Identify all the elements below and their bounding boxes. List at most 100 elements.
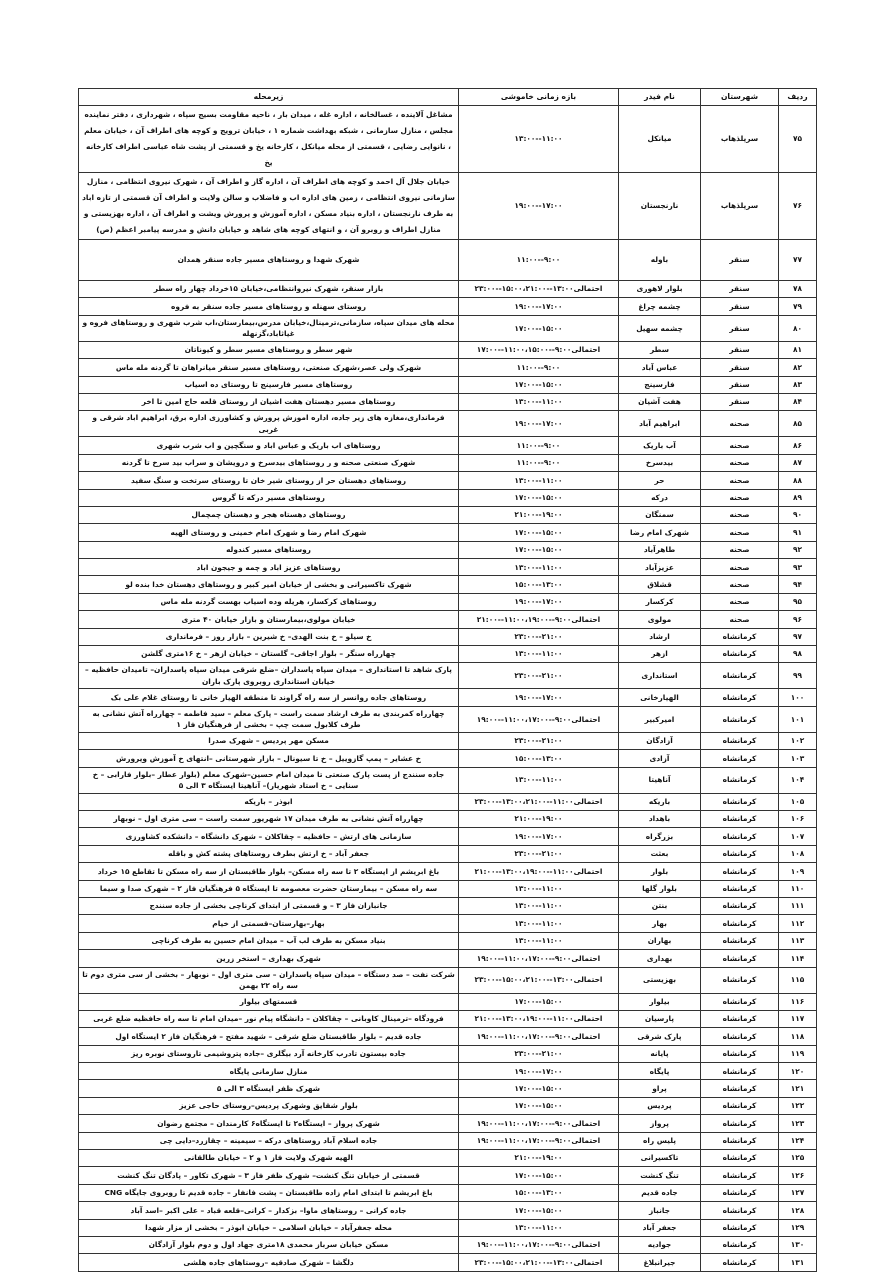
cell-row-number: ۱۲۱: [778, 1079, 817, 1098]
table-row: ۱۱۵ کرمانشاه بهزیستی احتمالی۱۳:۰۰--۱۵:۰۰،۲۱…: [78, 966, 817, 994]
cell-feeder-name: تنگ کنشت: [618, 1166, 701, 1185]
cell-outage-time: ۱۱:۰۰--۱۳:۰۰: [458, 896, 619, 916]
cell-county: کرمانشاه: [700, 1114, 779, 1133]
cell-row-number: ۱۱۵: [778, 966, 817, 994]
cell-sub-area: دلگشا – شهرک صادقیه –روستاهای جاده هلشی: [78, 1253, 459, 1272]
cell-county: کرمانشاه: [700, 1096, 779, 1116]
cell-outage-time: ۱۷:۰۰--۱۹:۰۰: [458, 1062, 619, 1081]
cell-row-number: ۸۰: [778, 314, 817, 342]
cell-county: کرمانشاه: [700, 992, 779, 1011]
cell-outage-time: ۱۷:۰۰--۱۹:۰۰: [458, 688, 619, 707]
cell-feeder-name: پارسیان: [618, 1009, 701, 1029]
table-row: ۱۰۵ کرمانشاه باریکه احتمالی۱۱:۰۰--۱۳:۰۰،۲۱:…: [78, 792, 817, 811]
cell-feeder-name: بلوار: [618, 862, 701, 881]
cell-row-number: ۹۰: [778, 505, 817, 525]
cell-sub-area: روستاهای دهستان حر از روستای شیر خان تا …: [78, 471, 459, 490]
cell-sub-area: روستای سهنله و روستاهای مسیر جاده سنقر ب…: [78, 297, 459, 316]
cell-outage-time: ۱۵:۰۰--۱۷:۰۰: [458, 314, 619, 342]
cell-row-number: ۹۵: [778, 592, 817, 612]
cell-feeder-name: مولوی: [618, 610, 701, 629]
cell-outage-time: ۱۹:۰۰--۲۱:۰۰: [458, 1149, 619, 1168]
cell-feeder-name: سطر: [618, 340, 701, 360]
table-row: ۸۰ سنقر چشمه سهیل ۱۵:۰۰--۱۷:۰۰ محله های میدا…: [78, 314, 817, 342]
cell-county: کرمانشاه: [700, 1253, 779, 1272]
cell-sub-area: قسمتی از خیابان تنگ کنشت– شهرک ظفر فاز ۳…: [78, 1166, 459, 1185]
cell-outage-time: ۱۹:۰۰--۲۱:۰۰: [458, 809, 619, 829]
table-row: ۱۰۳ کرمانشاه آزادی ۱۳:۰۰--۱۵:۰۰ خ عشایر – پم…: [78, 749, 817, 768]
cell-feeder-name: بلوار لاهوری: [618, 279, 701, 299]
table-row: ۹۸ کرمانشاه ازهر ۱۱:۰۰--۱۳:۰۰ چهارراه سنگر –…: [78, 645, 817, 664]
cell-outage-time: ۱۱:۰۰--۱۳:۰۰: [458, 105, 619, 173]
cell-outage-time: ۹:۰۰--۱۱:۰۰: [458, 436, 619, 455]
cell-sub-area: روستاهای مسیر دهستان هفت اشیان از روستای…: [78, 392, 459, 412]
cell-county: کرمانشاه: [700, 879, 779, 898]
cell-sub-area: شرکت نفت – صد دستگاه – میدان سپاه پاسدار…: [78, 966, 459, 994]
cell-row-number: ۱۲۵: [778, 1149, 817, 1168]
cell-sub-area: مشاغل آلاینده ، غسالخانه ، اداره غله ، م…: [78, 105, 459, 173]
cell-row-number: ۱۳۰: [778, 1235, 817, 1255]
cell-row-number: ۸۸: [778, 471, 817, 490]
table-row: ۱۰۴ کرمانشاه آناهیتا ۱۱:۰۰--۱۳:۰۰ جاده سنندج…: [78, 766, 817, 794]
cell-sub-area: جاده سنندج از پست پارک صنعتی تا میدان ام…: [78, 766, 459, 794]
cell-outage-time: ۲۱:۰۰--۲۳:۰۰: [458, 731, 619, 751]
header-feeder-name: نام فیدر: [618, 88, 701, 106]
table-row: ۸۴ سنقر هفت آشیان ۱۱:۰۰--۱۳:۰۰ روستاهای مسیر…: [78, 392, 817, 412]
cell-county: کرمانشاه: [700, 688, 779, 707]
table-row: ۱۲۳ کرمانشاه پرواز احتمالی۹:۰۰--۱۱:۰۰،۱۷:۰۰…: [78, 1114, 817, 1133]
header-outage-time: بازه زمانی خاموشی: [458, 88, 619, 106]
cell-county: کرمانشاه: [700, 645, 779, 664]
cell-county: صحنه: [700, 610, 779, 629]
cell-feeder-name: پایگاه: [618, 1062, 701, 1081]
cell-feeder-name: طاهرآباد: [618, 540, 701, 560]
table-row: ۹۶ صحنه مولوی احتمالی۹:۰۰--۱۱:۰۰،۱۹:۰۰--۲۱:…: [78, 610, 817, 629]
cell-outage-time: ۱۱:۰۰--۱۳:۰۰: [458, 766, 619, 794]
cell-county: سرپلذهاب: [700, 172, 779, 240]
table-row: ۱۱۹ کرمانشاه پایانه ۲۱:۰۰--۲۳:۰۰ جاده بیستون…: [78, 1044, 817, 1064]
table-row: ۹۴ صحنه قشلاق ۱۳:۰۰--۱۵:۰۰ شهرک تاکسیرانی و …: [78, 575, 817, 594]
cell-row-number: ۹۹: [778, 662, 817, 690]
table-row: ۸۹ صحنه درکه ۱۵:۰۰--۱۷:۰۰ روستاهای مسیر درکه…: [78, 488, 817, 507]
table-row: ۸۸ صحنه حر ۱۱:۰۰--۱۳:۰۰ روستاهای دهستان حر ا…: [78, 471, 817, 490]
table-row: ۱۲۹ کرمانشاه جعفر آباد ۱۱:۰۰--۱۳:۰۰ محله جعف…: [78, 1218, 817, 1237]
table-row: ۱۱۸ کرمانشاه پارک شرقی احتمالی۹:۰۰--۱۱:۰۰،۱…: [78, 1027, 817, 1046]
table-row: ۱۲۴ کرمانشاه پلیس راه احتمالی۹:۰۰--۱۱:۰۰،۱۷…: [78, 1131, 817, 1151]
table-row: ۱۱۲ کرمانشاه بهار ۱۱:۰۰--۱۳:۰۰ بهار–بهارستان…: [78, 914, 817, 933]
cell-row-number: ۸۱: [778, 340, 817, 360]
outage-schedule-table: ردیف شهرستان نام فیدر بازه زمانی خاموشی …: [78, 88, 817, 1272]
cell-sub-area: سه راه مسکن – بیمارستان حضرت معصومه تا ا…: [78, 879, 459, 898]
table-row: ۹۹ کرمانشاه استانداری ۲۱:۰۰--۲۳:۰۰ پارک شاهد…: [78, 662, 817, 690]
cell-county: کرمانشاه: [700, 1044, 779, 1064]
cell-county: کرمانشاه: [700, 1062, 779, 1081]
cell-feeder-name: جوادیه: [618, 1235, 701, 1255]
cell-row-number: ۱۲۶: [778, 1166, 817, 1185]
cell-outage-time: احتمالی۱۱:۰۰--۱۳:۰۰،۱۹:۰۰--۲۱:۰۰: [458, 1009, 619, 1029]
cell-feeder-name: بلوار گلها: [618, 879, 701, 898]
cell-feeder-name: نارنجستان: [618, 172, 701, 240]
cell-outage-time: ۱۷:۰۰--۱۹:۰۰: [458, 172, 619, 240]
cell-feeder-name: جاده قدیم: [618, 1183, 701, 1203]
cell-county: صحنه: [700, 558, 779, 577]
cell-feeder-name: ابراهیم آباد: [618, 410, 701, 438]
cell-sub-area: باغ ابریشم تا ابتدای امام زاده طاقبستان …: [78, 1183, 459, 1203]
cell-row-number: ۱۱۴: [778, 949, 817, 968]
cell-sub-area: روستاهای دهستاه هجر و دهستان چمچمال: [78, 505, 459, 525]
cell-sub-area: خ سیلو – خ بنت الهدی– خ شیرین – بازار رو…: [78, 627, 459, 647]
cell-feeder-name: بیدسرخ: [618, 453, 701, 473]
table-row: ۷۶ سرپلذهاب نارنجستان ۱۷:۰۰--۱۹:۰۰ خیابان جل…: [78, 172, 817, 240]
cell-row-number: ۷۸: [778, 279, 817, 299]
cell-feeder-name: ارشاد: [618, 627, 701, 647]
cell-county: سنقر: [700, 279, 779, 299]
cell-outage-time: احتمالی۱۳:۰۰--۱۵:۰۰،۲۱:۰۰--۲۳:۰۰: [458, 966, 619, 994]
cell-sub-area: سازمانی های ارتش – حافظیه – چقاکلان – شه…: [78, 827, 459, 846]
cell-sub-area: روستاهای مسیر فارسینج تا روستای ده اسیاب: [78, 375, 459, 394]
cell-sub-area: بهار–بهارستان–قسمتی از خیام: [78, 914, 459, 933]
cell-sub-area: شهرک امام رضا و شهرک امام خمینی و روستای…: [78, 523, 459, 542]
cell-county: کرمانشاه: [700, 1201, 779, 1220]
cell-feeder-name: بهداری: [618, 949, 701, 968]
cell-outage-time: احتمالی۹:۰۰--۱۱:۰۰،۱۹:۰۰--۲۱:۰۰: [458, 610, 619, 629]
cell-feeder-name: قشلاق: [618, 575, 701, 594]
cell-county: سنقر: [700, 358, 779, 377]
cell-sub-area: مسکن مهر پردیس – شهرک صدرا: [78, 731, 459, 751]
cell-outage-time: ۱۷:۰۰--۱۹:۰۰: [458, 827, 619, 846]
cell-row-number: ۸۶: [778, 436, 817, 455]
